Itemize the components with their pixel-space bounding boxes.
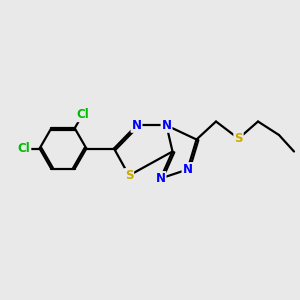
Text: N: N bbox=[161, 119, 172, 132]
Text: S: S bbox=[234, 132, 243, 145]
Text: N: N bbox=[182, 163, 193, 176]
Text: N: N bbox=[155, 172, 166, 185]
Text: Cl: Cl bbox=[76, 108, 89, 121]
Text: Cl: Cl bbox=[18, 142, 30, 155]
Text: S: S bbox=[125, 169, 133, 182]
Text: N: N bbox=[131, 119, 142, 132]
